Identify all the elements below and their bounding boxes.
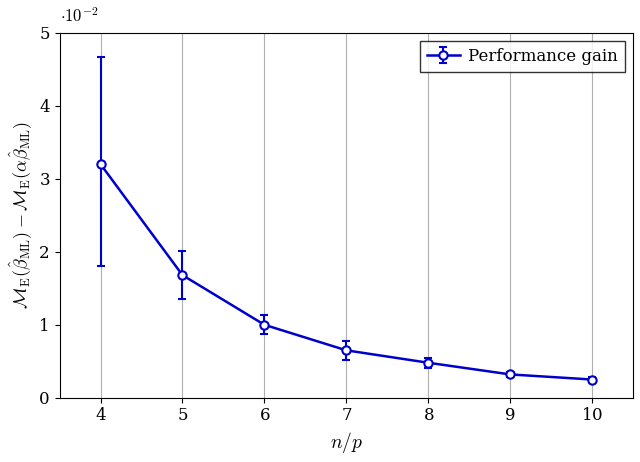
- Text: $\cdot10^{-2}$: $\cdot10^{-2}$: [60, 7, 98, 25]
- Legend: Performance gain: Performance gain: [420, 41, 625, 72]
- X-axis label: $n/p$: $n/p$: [330, 430, 363, 455]
- Y-axis label: $\mathcal{M}_{\mathrm{E}}(\hat{\beta}_{\mathrm{ML}}) - \mathcal{M}_{\mathrm{E}}(: $\mathcal{M}_{\mathrm{E}}(\hat{\beta}_{\…: [7, 122, 34, 309]
